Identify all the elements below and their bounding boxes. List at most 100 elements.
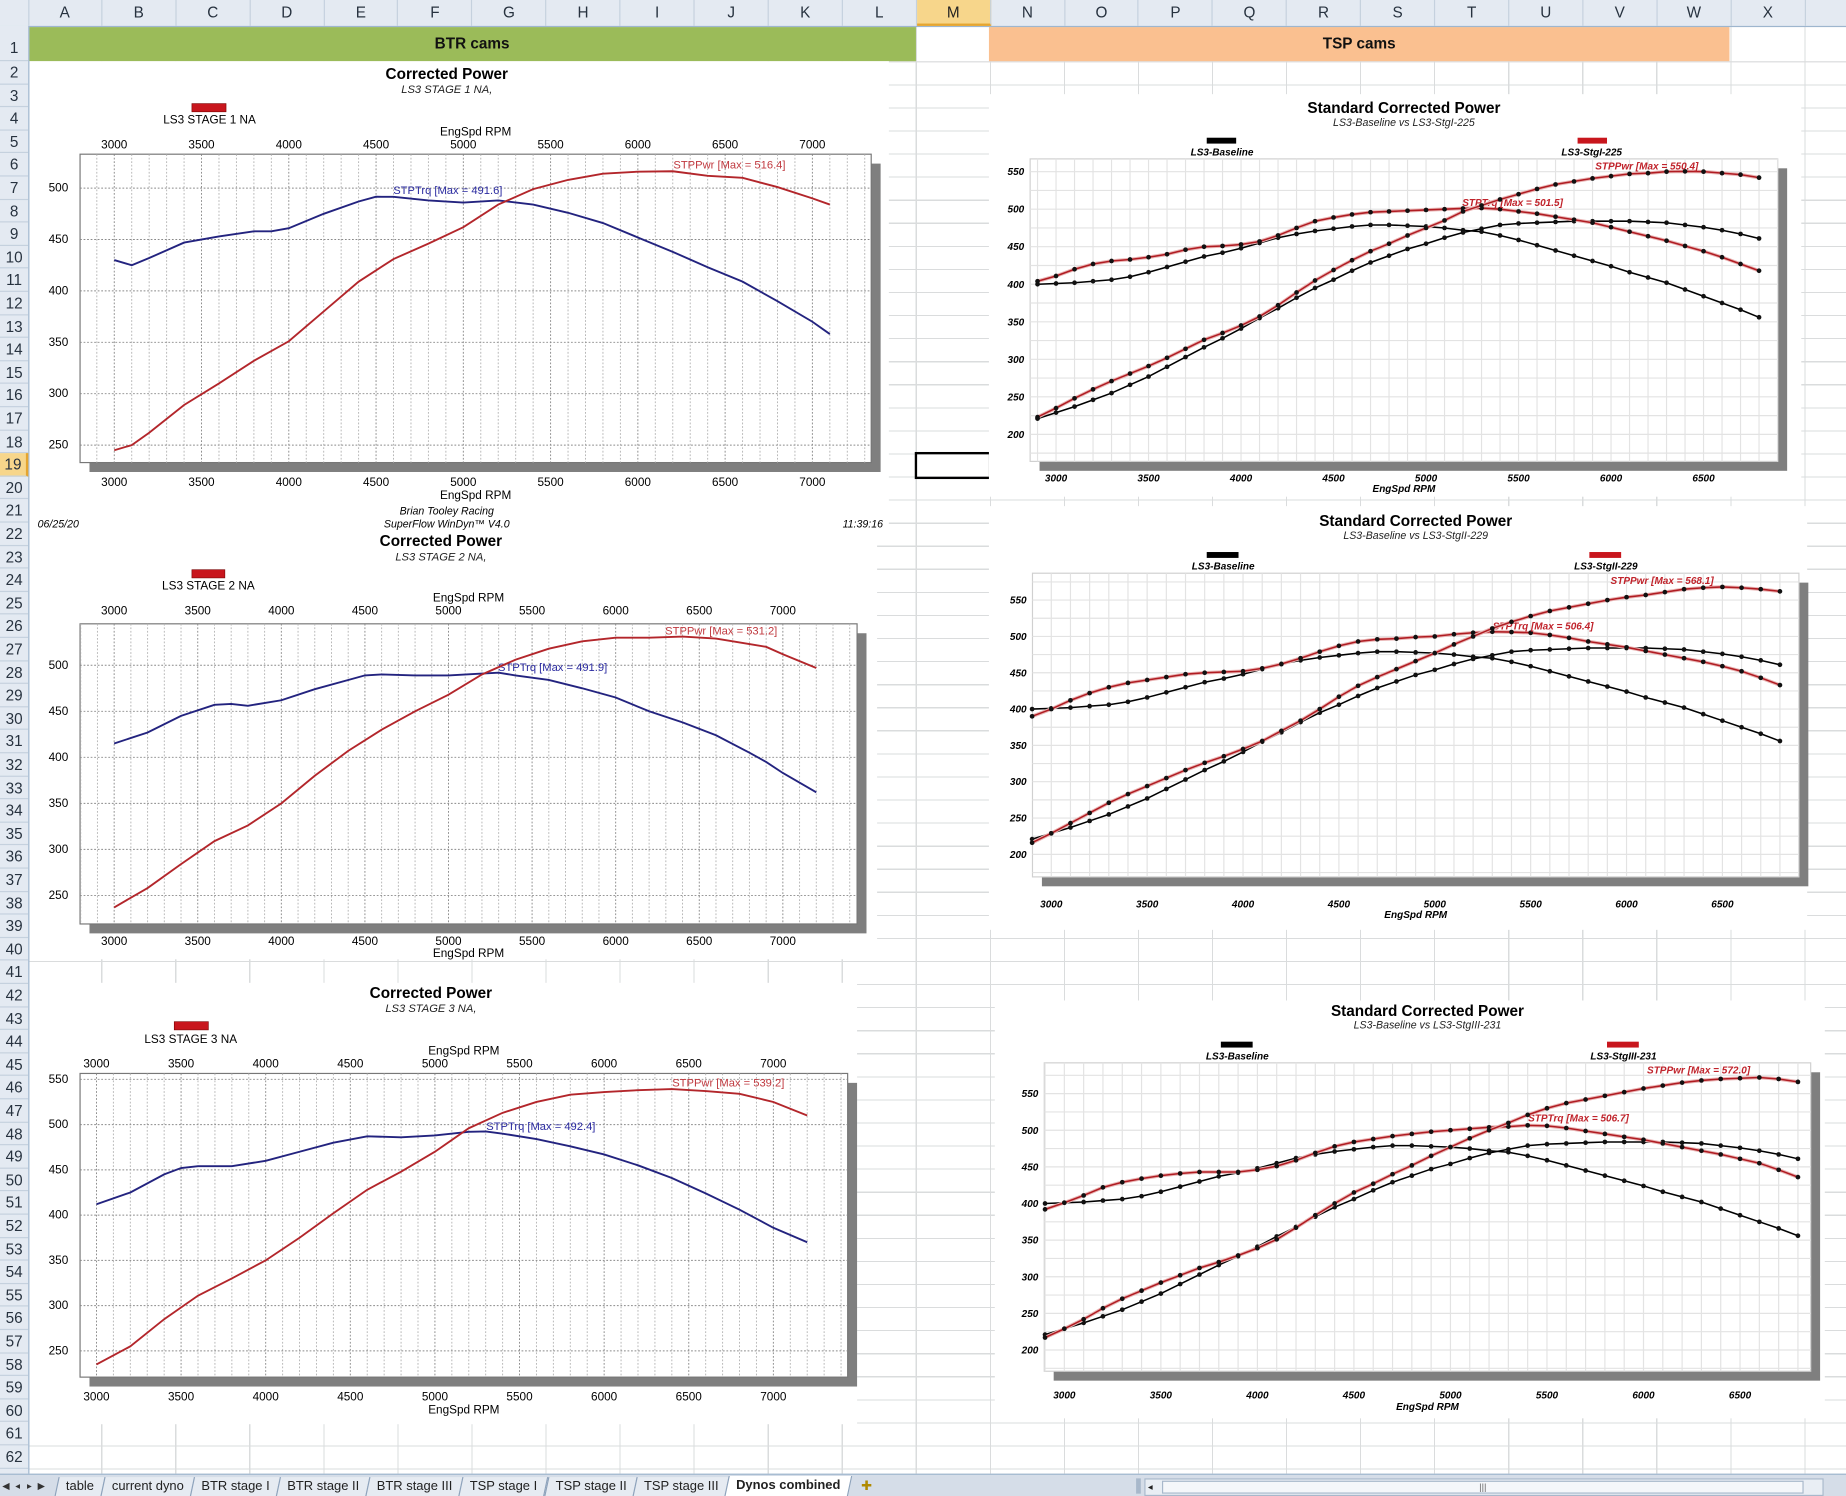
column-header-x[interactable]: X <box>1731 0 1806 26</box>
row-header-28[interactable]: 28 <box>0 661 29 685</box>
row-header-25[interactable]: 25 <box>0 592 29 615</box>
insert-sheet-icon[interactable]: ✚ <box>861 1478 872 1494</box>
row-header-41[interactable]: 41 <box>0 961 29 984</box>
row-header-52[interactable]: 52 <box>0 1215 29 1238</box>
column-header-h[interactable]: H <box>547 0 621 26</box>
column-header-u[interactable]: U <box>1509 0 1584 26</box>
prev-sheet-icon[interactable]: ◂ <box>15 1480 21 1492</box>
column-header-j[interactable]: J <box>695 0 769 26</box>
row-header-8[interactable]: 8 <box>0 200 29 223</box>
row-header-5[interactable]: 5 <box>0 130 29 154</box>
row-header-32[interactable]: 32 <box>0 753 29 777</box>
row-header-53[interactable]: 53 <box>0 1238 29 1261</box>
column-header-b[interactable]: B <box>102 0 177 26</box>
row-header-15[interactable]: 15 <box>0 361 29 385</box>
row-header-37[interactable]: 37 <box>0 869 29 892</box>
row-header-6[interactable]: 6 <box>0 153 29 177</box>
row-header-48[interactable]: 48 <box>0 1122 29 1146</box>
column-header-q[interactable]: Q <box>1213 0 1288 26</box>
row-header-38[interactable]: 38 <box>0 892 29 915</box>
next-sheet-icon[interactable]: ▸ <box>27 1480 32 1492</box>
row-header-47[interactable]: 47 <box>0 1099 29 1123</box>
row-header-55[interactable]: 55 <box>0 1284 29 1307</box>
row-header-10[interactable]: 10 <box>0 246 29 269</box>
row-header-13[interactable]: 13 <box>0 315 29 339</box>
column-header-g[interactable]: G <box>473 0 547 26</box>
tsp-cams-header-cell[interactable]: TSP cams <box>988 25 1730 62</box>
btr-cams-header-cell[interactable]: BTR cams <box>28 25 916 62</box>
row-header-46[interactable]: 46 <box>0 1076 29 1100</box>
row-header-2[interactable]: 2 <box>0 61 29 85</box>
row-header-22[interactable]: 22 <box>0 523 29 546</box>
sheet-tab-tsp-stage-iii[interactable]: TSP stage III <box>632 1476 731 1496</box>
column-header-m[interactable]: M <box>916 0 991 26</box>
row-header-49[interactable]: 49 <box>0 1145 29 1169</box>
row-header-36[interactable]: 36 <box>0 846 29 869</box>
select-all-corner[interactable] <box>0 0 30 26</box>
column-header-c[interactable]: C <box>176 0 251 26</box>
row-header-56[interactable]: 56 <box>0 1307 29 1331</box>
sheet-tab-table[interactable]: table <box>54 1476 106 1496</box>
row-header-43[interactable]: 43 <box>0 1007 29 1031</box>
first-sheet-icon[interactable]: ◀ <box>2 1480 10 1492</box>
row-header-61[interactable]: 61 <box>0 1422 29 1446</box>
row-header-14[interactable]: 14 <box>0 338 29 362</box>
row-header-44[interactable]: 44 <box>0 1030 29 1054</box>
column-header-e[interactable]: E <box>324 0 399 26</box>
row-header-26[interactable]: 26 <box>0 615 29 638</box>
column-header-s[interactable]: S <box>1361 0 1436 26</box>
row-header-20[interactable]: 20 <box>0 476 29 500</box>
row-header-34[interactable]: 34 <box>0 799 29 823</box>
row-header-42[interactable]: 42 <box>0 984 29 1008</box>
sheet-tab-tsp-stage-ii[interactable]: TSP stage II <box>543 1476 638 1496</box>
row-header-31[interactable]: 31 <box>0 730 29 754</box>
row-header-45[interactable]: 45 <box>0 1053 29 1077</box>
sheet-tab-btr-stage-iii[interactable]: BTR stage III <box>365 1476 465 1496</box>
sheet-tab-btr-stage-i[interactable]: BTR stage I <box>189 1476 282 1496</box>
row-header-59[interactable]: 59 <box>0 1376 29 1400</box>
scroll-left-icon[interactable]: ◂ <box>1147 1481 1153 1493</box>
row-header-35[interactable]: 35 <box>0 823 29 846</box>
column-header-f[interactable]: F <box>399 0 473 26</box>
row-header-58[interactable]: 58 <box>0 1353 29 1377</box>
sheet-tab-current-dyno[interactable]: current dyno <box>100 1476 196 1496</box>
column-header-n[interactable]: N <box>991 0 1065 26</box>
row-header-24[interactable]: 24 <box>0 569 29 592</box>
sheet-tab-dynos-combined[interactable]: Dynos combined <box>724 1475 853 1496</box>
row-header-60[interactable]: 60 <box>0 1399 29 1423</box>
row-header-1[interactable]: 1 <box>0 26 29 62</box>
horizontal-scrollbar[interactable]: ◂ ||| <box>1144 1478 1824 1496</box>
column-header-p[interactable]: P <box>1139 0 1214 26</box>
row-header-62[interactable]: 62 <box>0 1445 29 1469</box>
column-header-w[interactable]: W <box>1657 0 1732 26</box>
column-header-v[interactable]: V <box>1583 0 1658 26</box>
sheet-tab-tsp-stage-i[interactable]: TSP stage I <box>458 1476 550 1496</box>
row-header-21[interactable]: 21 <box>0 500 29 523</box>
sheet-tab-btr-stage-ii[interactable]: BTR stage II <box>275 1476 371 1496</box>
row-header-4[interactable]: 4 <box>0 107 29 131</box>
row-header-18[interactable]: 18 <box>0 430 29 454</box>
row-header-16[interactable]: 16 <box>0 384 29 408</box>
row-header-17[interactable]: 17 <box>0 407 29 431</box>
row-header-50[interactable]: 50 <box>0 1169 29 1192</box>
row-header-39[interactable]: 39 <box>0 915 29 938</box>
row-header-11[interactable]: 11 <box>0 269 29 292</box>
row-header-23[interactable]: 23 <box>0 546 29 569</box>
column-header-i[interactable]: I <box>621 0 695 26</box>
row-header-30[interactable]: 30 <box>0 707 29 731</box>
row-header-40[interactable]: 40 <box>0 938 29 961</box>
column-header-a[interactable]: A <box>28 0 103 26</box>
scrollbar-thumb[interactable]: ||| <box>1161 1480 1804 1494</box>
column-header-t[interactable]: T <box>1435 0 1510 26</box>
column-header-l[interactable]: L <box>843 0 917 26</box>
row-header-7[interactable]: 7 <box>0 177 29 200</box>
column-header-d[interactable]: D <box>250 0 325 26</box>
row-header-29[interactable]: 29 <box>0 684 29 708</box>
column-header-r[interactable]: R <box>1287 0 1362 26</box>
row-header-54[interactable]: 54 <box>0 1261 29 1284</box>
